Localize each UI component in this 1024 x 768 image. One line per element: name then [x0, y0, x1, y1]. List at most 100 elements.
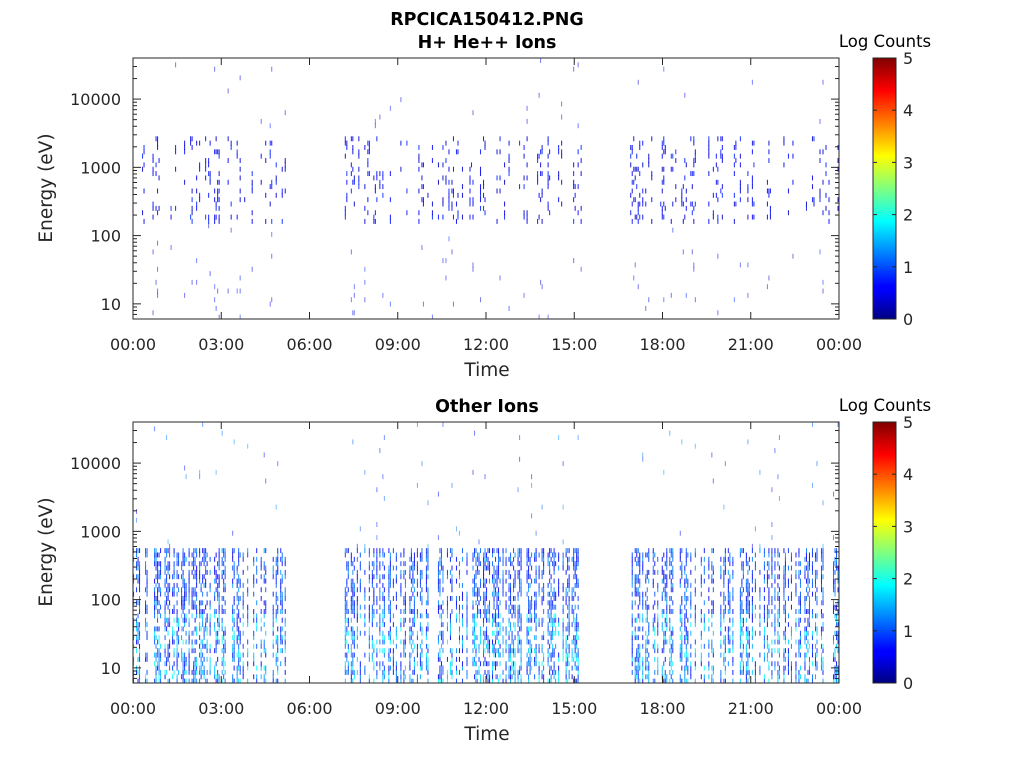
- spectrogram-cell: [759, 652, 761, 658]
- spectrogram-cell: [139, 630, 141, 636]
- spectrogram-cell: [820, 652, 823, 658]
- spectrogram-cell: [157, 288, 159, 294]
- x-axis-label: Time: [463, 360, 509, 381]
- spectrogram-cell: [277, 461, 279, 467]
- spectrogram-cell: [466, 626, 468, 632]
- spectrogram-cell: [182, 626, 184, 632]
- spectrogram-cell: [495, 587, 497, 593]
- spectrogram-cell: [265, 669, 267, 675]
- spectrogram-cell: [382, 175, 384, 181]
- spectrogram-cell: [510, 582, 512, 588]
- spectrogram-cell: [251, 184, 253, 190]
- spectrogram-cell: [265, 609, 267, 614]
- spectrogram-cell: [666, 600, 668, 606]
- spectrogram-cell: [708, 574, 710, 580]
- spectrogram-cell: [816, 552, 818, 558]
- spectrogram-cell: [763, 656, 765, 662]
- spectrogram-cell: [648, 162, 650, 168]
- spectrogram-cell: [712, 609, 714, 614]
- spectrogram-cell: [748, 600, 750, 606]
- spectrogram-cell: [708, 171, 710, 177]
- spectrogram-cell: [742, 569, 744, 575]
- spectrogram-cell: [489, 661, 491, 667]
- spectrogram-cell: [472, 587, 474, 593]
- spectrogram-cell: [561, 114, 563, 120]
- spectrogram-cell: [472, 266, 474, 272]
- spectrogram-cell: [194, 656, 196, 662]
- spectrogram-cell: [217, 288, 219, 294]
- spectrogram-cell: [708, 665, 710, 671]
- spectrogram-cell: [221, 609, 223, 614]
- spectrogram-cell: [214, 669, 216, 675]
- spectrogram-cell: [146, 656, 148, 662]
- spectrogram-cell: [281, 617, 283, 623]
- spectrogram-cell: [639, 661, 641, 667]
- spectrogram-cell: [247, 665, 249, 671]
- spectrogram-cell: [155, 678, 157, 683]
- spectrogram-cell: [642, 674, 644, 680]
- spectrogram-cell: [215, 609, 217, 614]
- spectrogram-cell: [484, 635, 486, 641]
- spectrogram-cell: [711, 678, 713, 683]
- spectrogram-cell: [191, 205, 193, 211]
- spectrogram-cell: [260, 179, 262, 185]
- spectrogram-cell: [666, 609, 668, 614]
- spectrogram-cell: [473, 548, 476, 554]
- spectrogram-cell: [483, 582, 485, 588]
- spectrogram-cell: [805, 556, 807, 562]
- spectrogram-cell: [215, 635, 217, 641]
- spectrogram-cell: [376, 535, 378, 541]
- spectrogram-cell: [805, 596, 807, 601]
- spectrogram-cell: [690, 591, 692, 597]
- spectrogram-cell: [504, 214, 506, 220]
- spectrogram-cell: [574, 205, 576, 211]
- spectrogram-cell: [400, 97, 402, 103]
- spectrogram-cell: [425, 548, 427, 554]
- spectrogram-cell: [567, 652, 569, 658]
- spectrogram-cell: [577, 162, 579, 168]
- spectrogram-cell: [238, 600, 240, 606]
- spectrogram-cell: [461, 604, 464, 610]
- spectrogram-cell: [221, 596, 223, 601]
- spectrogram-cell: [778, 665, 780, 671]
- spectrogram-cell: [191, 279, 193, 285]
- spectrogram-cell: [176, 635, 178, 641]
- spectrogram-cell: [550, 574, 552, 580]
- spectrogram-cell: [484, 661, 486, 667]
- spectrogram-cell: [666, 626, 668, 632]
- spectrogram-cell: [534, 635, 536, 641]
- spectrogram-cell: [239, 175, 241, 181]
- spectrogram-cell: [446, 613, 448, 619]
- spectrogram-cell: [783, 578, 785, 584]
- spectrogram-cell: [528, 648, 530, 654]
- spectrogram-cell: [795, 678, 797, 683]
- spectrogram-cell: [352, 609, 354, 614]
- spectrogram-cell: [651, 171, 653, 177]
- spectrogram-cell: [281, 604, 283, 610]
- spectrogram-cell: [367, 158, 369, 163]
- spectrogram-cell: [449, 613, 451, 619]
- spectrogram-cell: [679, 626, 681, 632]
- spectrogram-cell: [427, 565, 429, 571]
- spectrogram-cell: [646, 609, 648, 614]
- spectrogram-cell: [550, 622, 552, 628]
- spectrogram-cell: [239, 158, 241, 163]
- spectrogram-cell: [346, 145, 348, 150]
- spectrogram-cell: [645, 600, 647, 606]
- spectrogram-cell: [166, 574, 168, 580]
- spectrogram-cell: [215, 648, 217, 654]
- spectrogram-cell: [567, 622, 569, 628]
- spectrogram-cell: [555, 591, 557, 597]
- spectrogram-cell: [145, 617, 147, 623]
- spectrogram-cell: [715, 153, 717, 159]
- spectrogram-cell: [223, 648, 225, 654]
- spectrogram-cell: [804, 661, 806, 667]
- spectrogram-cell: [664, 574, 666, 580]
- spectrogram-cell: [751, 79, 753, 85]
- spectrogram-cell: [167, 591, 169, 597]
- spectrogram-cell: [353, 630, 355, 636]
- spectrogram-cell: [233, 548, 235, 554]
- spectrogram-cell: [703, 569, 705, 575]
- spectrogram-cell: [541, 192, 543, 198]
- spectrogram-cell: [646, 574, 648, 580]
